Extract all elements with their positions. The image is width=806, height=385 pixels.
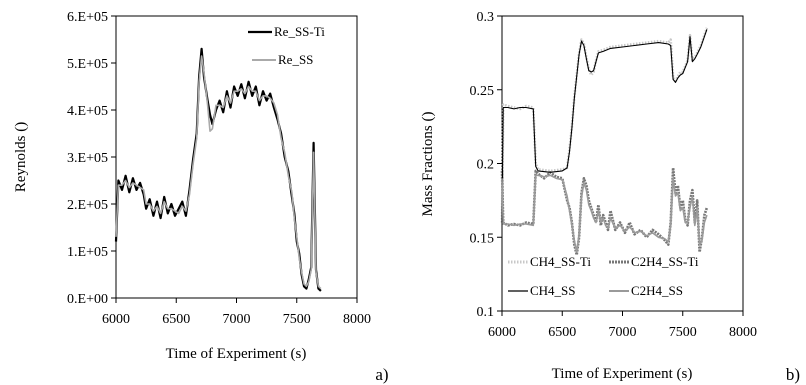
y-axis-title: Reynolds (): [13, 122, 29, 192]
y-tick-label: 6.E+05: [67, 10, 108, 25]
x-tick-label: 6500: [548, 325, 576, 340]
series-line-re-ss: [115, 55, 322, 290]
series-line-re-ss-ti: [114, 47, 322, 292]
series-lines: [500, 27, 709, 257]
x-tick-label: 8000: [729, 325, 757, 340]
x-tick-label: 6500: [162, 312, 190, 327]
legend-label-re-ss-ti: Re_SS-Ti: [274, 24, 325, 39]
legend: CH4_SS-Ti C2H4_SS-Ti CH4_SS C2H4_SS: [508, 254, 699, 298]
x-tick-label: 7000: [223, 312, 251, 327]
reynolds-chart: 6000 6500 7000 7500 8000 0.E+00 1.E+05 2.E+05 3…: [13, 10, 389, 384]
y-tick-label: 0.E+00: [67, 292, 108, 307]
plot-frame: [115, 15, 358, 299]
x-axis-ticks: 6000 6500 7000 7500 8000: [488, 311, 757, 340]
y-tick-label: 5.E+05: [67, 57, 108, 72]
y-tick-label: 1.E+05: [67, 245, 108, 260]
series-lines: [114, 47, 322, 292]
x-axis-title: Time of Experiment (s): [166, 346, 307, 362]
series-line-ch4-ss: [501, 29, 708, 223]
x-tick-label: 6000: [102, 312, 130, 327]
y-tick-label: 0.25: [470, 84, 495, 99]
y-tick-label: 4.E+05: [67, 104, 108, 119]
x-tick-label: 8000: [343, 312, 371, 327]
panel-label: a): [375, 365, 388, 384]
x-tick-label: 7500: [283, 312, 311, 327]
y-tick-label: 0.1: [477, 305, 495, 320]
legend-label-ch4-ss-ti: CH4_SS-Ti: [530, 254, 591, 269]
y-tick-label: 0.3: [477, 10, 495, 25]
legend-label-ch4-ss: CH4_SS: [530, 283, 576, 298]
y-axis-ticks: 0.E+00 1.E+05 2.E+05 3.E+05 4.E+05 5.E+05 6.E+…: [67, 10, 116, 307]
legend-label-c2h4-ss-ti: C2H4_SS-Ti: [631, 254, 699, 269]
mass-fractions-chart: 6000 6500 7000 7500 8000 0.1 0.15 0.2 0.25 0.3 T…: [420, 10, 800, 384]
y-axis-ticks: 0.1 0.15 0.2 0.25 0.3: [470, 10, 502, 320]
legend-label-c2h4-ss: C2H4_SS: [631, 283, 683, 298]
x-axis-title: Time of Experiment (s): [552, 366, 693, 382]
series-line-c2h4-ss: [501, 174, 708, 253]
series-line-c2h4-ss-ti: [500, 166, 709, 257]
panel-label: b): [786, 365, 800, 384]
legend-label-re-ss: Re_SS: [278, 52, 313, 67]
legend: Re_SS-Ti Re_SS: [248, 24, 325, 67]
y-axis-title: Mass Fractions (): [420, 112, 436, 217]
y-tick-label: 3.E+05: [67, 151, 108, 166]
x-axis-ticks: 6000 6500 7000 7500 8000: [102, 298, 371, 327]
y-tick-label: 0.15: [470, 231, 495, 246]
x-tick-label: 6000: [488, 325, 516, 340]
x-tick-label: 7500: [669, 325, 697, 340]
x-tick-label: 7000: [609, 325, 637, 340]
y-tick-label: 2.E+05: [67, 198, 108, 213]
y-tick-label: 0.2: [477, 158, 495, 173]
